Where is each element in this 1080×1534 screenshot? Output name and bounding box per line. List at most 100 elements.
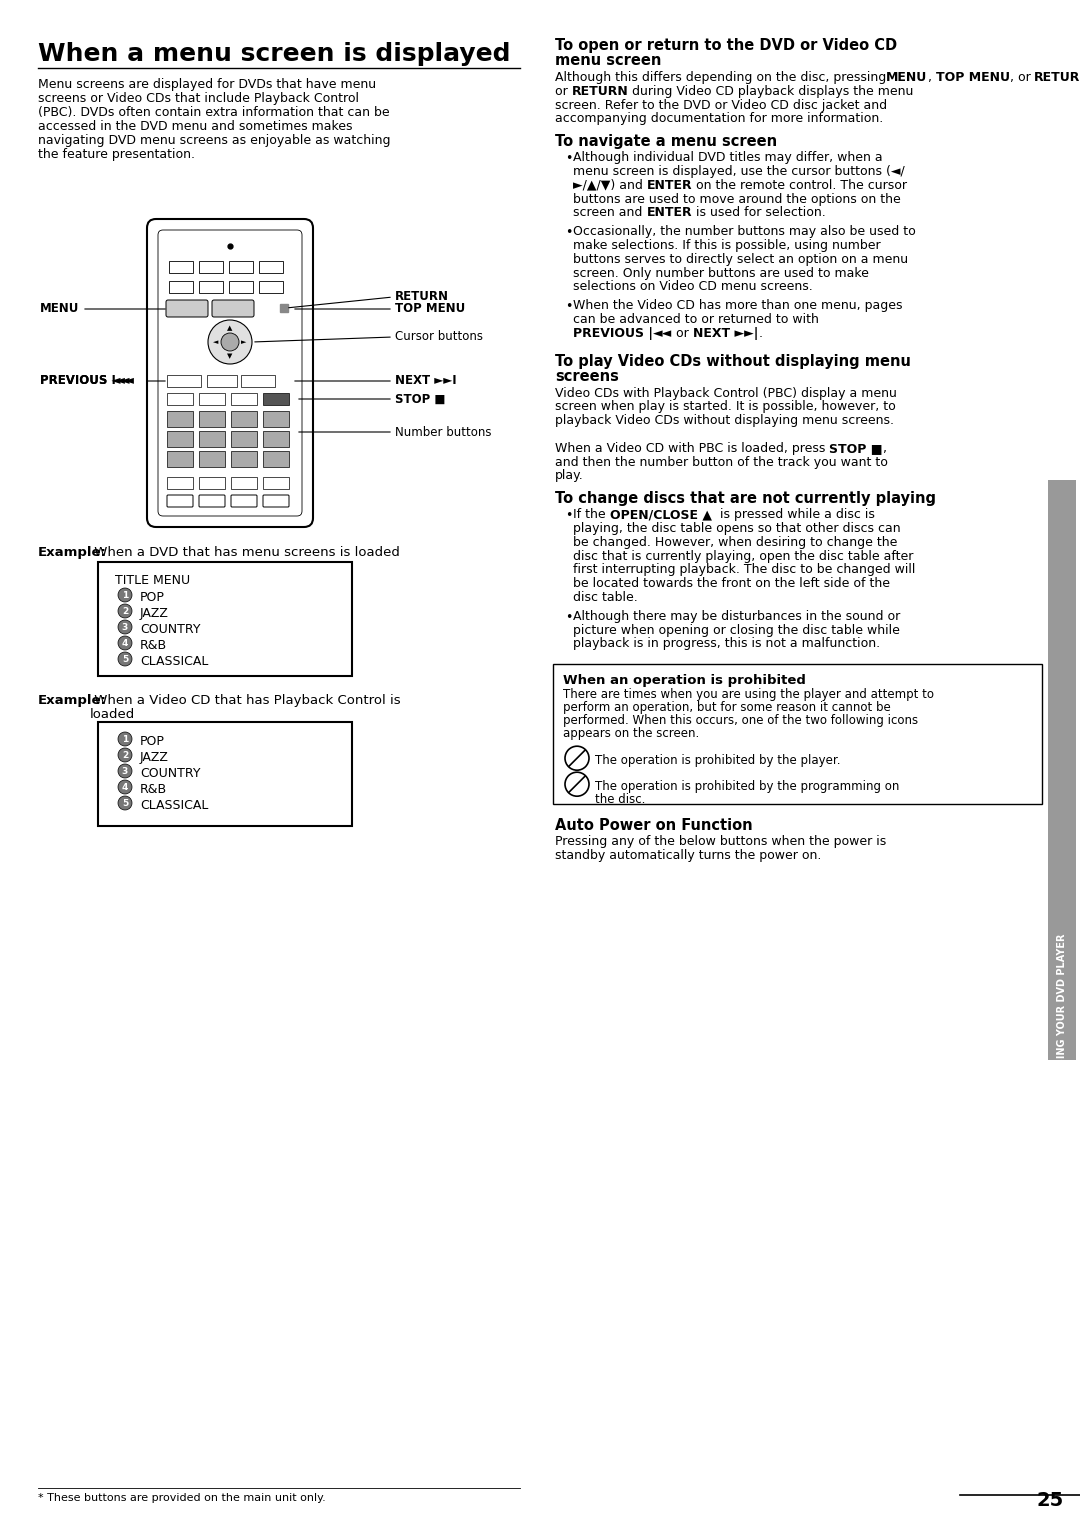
Text: disc table.: disc table.: [573, 591, 638, 604]
Text: perform an operation, but for some reason it cannot be: perform an operation, but for some reaso…: [563, 701, 891, 715]
Text: •: •: [565, 611, 572, 624]
Text: The operation is prohibited by the programming on: The operation is prohibited by the progr…: [595, 781, 900, 793]
Text: If the: If the: [573, 508, 609, 522]
FancyBboxPatch shape: [199, 431, 225, 446]
Text: * These buttons are provided on the main unit only.: * These buttons are provided on the main…: [38, 1493, 326, 1503]
Text: •: •: [565, 301, 572, 313]
Text: NEXT ►►I: NEXT ►►I: [395, 374, 457, 388]
Text: the feature presentation.: the feature presentation.: [38, 147, 195, 161]
FancyBboxPatch shape: [264, 393, 289, 405]
Text: When a menu screen is displayed: When a menu screen is displayed: [38, 41, 511, 66]
Text: R&B: R&B: [140, 640, 167, 652]
Text: RETURN: RETURN: [571, 84, 629, 98]
Text: screens: screens: [555, 368, 619, 384]
FancyBboxPatch shape: [212, 301, 254, 318]
Text: When a Video CD with PBC is loaded, press: When a Video CD with PBC is loaded, pres…: [555, 442, 829, 454]
Text: To navigate a menu screen: To navigate a menu screen: [555, 133, 778, 149]
FancyBboxPatch shape: [167, 374, 201, 387]
Text: TOP MENU: TOP MENU: [935, 71, 1010, 84]
Text: the disc.: the disc.: [595, 793, 646, 807]
Circle shape: [118, 779, 132, 795]
Text: When a Video CD that has Playback Control is: When a Video CD that has Playback Contro…: [90, 693, 401, 707]
FancyBboxPatch shape: [264, 411, 289, 426]
Text: Number buttons: Number buttons: [395, 425, 491, 439]
FancyBboxPatch shape: [264, 477, 289, 489]
FancyBboxPatch shape: [231, 477, 257, 489]
Text: standby automatically turns the power on.: standby automatically turns the power on…: [555, 848, 822, 862]
Text: accompanying documentation for more information.: accompanying documentation for more info…: [555, 112, 883, 126]
Text: PREVIOUS ◄◄: PREVIOUS ◄◄: [40, 374, 130, 388]
Text: To change discs that are not currently playing: To change discs that are not currently p…: [555, 491, 936, 506]
Text: be located towards the front on the left side of the: be located towards the front on the left…: [573, 577, 890, 591]
FancyBboxPatch shape: [167, 411, 193, 426]
Text: is pressed while a disc is: is pressed while a disc is: [712, 508, 875, 522]
Text: selections on Video CD menu screens.: selections on Video CD menu screens.: [573, 281, 813, 293]
Text: ►: ►: [241, 339, 246, 345]
FancyBboxPatch shape: [199, 451, 225, 466]
Text: be changed. However, when desiring to change the: be changed. However, when desiring to ch…: [573, 535, 897, 549]
Text: ▲: ▲: [227, 325, 232, 331]
Text: 2: 2: [122, 606, 129, 615]
FancyBboxPatch shape: [98, 723, 352, 825]
Text: ENTER: ENTER: [647, 179, 692, 192]
FancyBboxPatch shape: [241, 374, 275, 387]
FancyBboxPatch shape: [199, 281, 222, 293]
FancyBboxPatch shape: [264, 431, 289, 446]
Text: POP: POP: [140, 735, 165, 749]
FancyBboxPatch shape: [199, 393, 225, 405]
Text: The operation is prohibited by the player.: The operation is prohibited by the playe…: [595, 755, 840, 767]
FancyBboxPatch shape: [199, 261, 222, 273]
FancyBboxPatch shape: [259, 281, 283, 293]
Text: OPEN/CLOSE ▲: OPEN/CLOSE ▲: [609, 508, 712, 522]
Text: ▼: ▼: [227, 353, 232, 359]
Circle shape: [118, 796, 132, 810]
Text: screen. Refer to the DVD or Video CD disc jacket and: screen. Refer to the DVD or Video CD dis…: [555, 98, 887, 112]
FancyBboxPatch shape: [229, 281, 253, 293]
FancyBboxPatch shape: [199, 477, 225, 489]
FancyBboxPatch shape: [167, 477, 193, 489]
Text: make selections. If this is possible, using number: make selections. If this is possible, us…: [573, 239, 880, 252]
Circle shape: [221, 333, 239, 351]
Text: Occasionally, the number buttons may also be used to: Occasionally, the number buttons may als…: [573, 225, 916, 238]
Text: Example:: Example:: [38, 546, 107, 558]
FancyBboxPatch shape: [98, 561, 352, 676]
Text: or: or: [672, 327, 693, 341]
Text: ENTER: ENTER: [646, 207, 692, 219]
FancyBboxPatch shape: [167, 393, 193, 405]
FancyBboxPatch shape: [166, 301, 208, 318]
FancyBboxPatch shape: [231, 495, 257, 508]
Text: on the remote control. The cursor: on the remote control. The cursor: [692, 179, 907, 192]
Text: To play Video CDs without displaying menu: To play Video CDs without displaying men…: [555, 354, 910, 368]
Text: Video CDs with Playback Control (PBC) display a menu: Video CDs with Playback Control (PBC) di…: [555, 387, 896, 399]
Text: 3: 3: [122, 767, 129, 776]
Text: screen. Only number buttons are used to make: screen. Only number buttons are used to …: [573, 267, 869, 279]
Text: PREVIOUS I◄◄: PREVIOUS I◄◄: [40, 374, 134, 388]
Text: To open or return to the DVD or Video CD: To open or return to the DVD or Video CD: [555, 38, 897, 54]
Text: navigating DVD menu screens as enjoyable as watching: navigating DVD menu screens as enjoyable…: [38, 133, 391, 147]
FancyBboxPatch shape: [168, 261, 193, 273]
Text: POP: POP: [140, 591, 165, 604]
Text: disc that is currently playing, open the disc table after: disc that is currently playing, open the…: [573, 549, 914, 563]
FancyBboxPatch shape: [199, 411, 225, 426]
Text: JAZZ: JAZZ: [140, 752, 168, 764]
Circle shape: [118, 604, 132, 618]
Circle shape: [118, 588, 132, 601]
Text: •: •: [565, 152, 572, 166]
Text: CLASSICAL: CLASSICAL: [140, 655, 208, 667]
Circle shape: [118, 764, 132, 778]
FancyBboxPatch shape: [264, 451, 289, 466]
FancyBboxPatch shape: [147, 219, 313, 528]
Text: CLASSICAL: CLASSICAL: [140, 799, 208, 811]
Text: Menu screens are displayed for DVDs that have menu: Menu screens are displayed for DVDs that…: [38, 78, 376, 91]
Text: Although individual DVD titles may differ, when a: Although individual DVD titles may diffe…: [573, 152, 882, 164]
Text: ►/▲/▼) and: ►/▲/▼) and: [573, 179, 647, 192]
Text: 5: 5: [122, 799, 129, 807]
Text: •: •: [565, 225, 572, 239]
Text: PREVIOUS |: PREVIOUS |: [573, 327, 653, 341]
Text: .: .: [758, 327, 762, 341]
Text: TITLE MENU: TITLE MENU: [114, 574, 190, 588]
Text: first interrupting playback. The disc to be changed will: first interrupting playback. The disc to…: [573, 563, 916, 577]
Text: 3: 3: [122, 623, 129, 632]
FancyBboxPatch shape: [231, 411, 257, 426]
FancyBboxPatch shape: [167, 431, 193, 446]
